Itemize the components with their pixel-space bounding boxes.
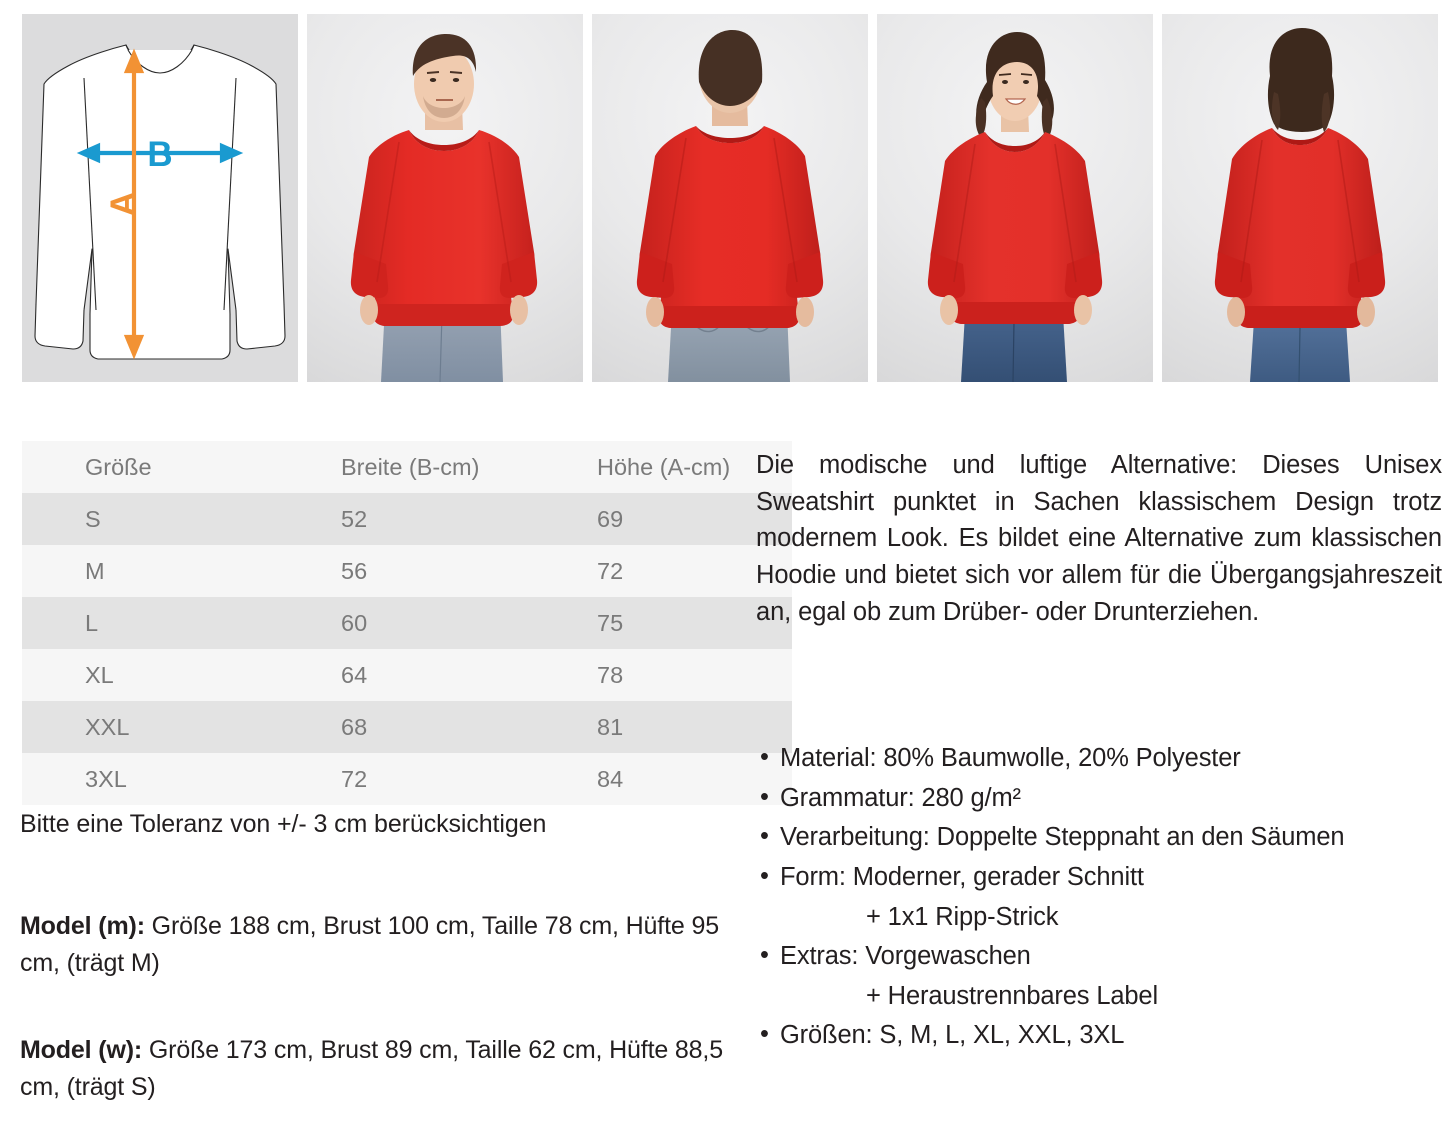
cell-size: XL xyxy=(85,661,114,688)
cell-height: 84 xyxy=(597,765,624,792)
spec-item-grammatur: • Grammatur: 280 g/m² xyxy=(756,782,1445,815)
model-female-label: Model (w): xyxy=(20,1036,143,1064)
table-row: XL 64 78 xyxy=(22,649,792,701)
height-label-a: A xyxy=(104,191,143,216)
cell-size: 3XL xyxy=(85,765,127,792)
sweatshirt-measure-drawing: B A xyxy=(34,44,286,360)
model-male-info: Model (m): Größe 188 cm, Brust 100 cm, T… xyxy=(20,908,735,981)
photo-female-back xyxy=(1162,14,1438,382)
bullet-icon: • xyxy=(760,782,769,811)
cell-height: 78 xyxy=(597,661,624,688)
spec-item-form-sub: + 1x1 Ripp-Strick xyxy=(756,901,1445,934)
spec-item-extras-sub: + Heraustrennbares Label xyxy=(756,980,1445,1013)
column-header-size: Größe xyxy=(85,453,152,480)
cell-width: 52 xyxy=(341,505,368,532)
measurement-diagram-panel: B A xyxy=(22,14,298,382)
cell-height: 81 xyxy=(597,713,624,740)
spec-item-form: • Form: Moderner, gerader Schnitt xyxy=(756,861,1445,894)
spec-text: + Heraustrennbares Label xyxy=(866,981,1158,1010)
photo-male-front xyxy=(307,14,583,382)
spec-item-extras: • Extras: Vorgewaschen xyxy=(756,940,1445,973)
product-spec-list: • Material: 80% Baumwolle, 20% Polyester… xyxy=(756,742,1445,1059)
spec-text: Größen: S, M, L, XL, XXL, 3XL xyxy=(780,1021,1125,1050)
column-header-height: Höhe (A-cm) xyxy=(597,453,731,480)
cell-height: 72 xyxy=(597,557,624,584)
model-figure-female-front xyxy=(877,14,1153,382)
table-row: XXL 68 81 xyxy=(22,701,792,753)
bullet-icon: • xyxy=(760,743,769,771)
photo-female-front xyxy=(877,14,1153,382)
bullet-icon: • xyxy=(760,941,769,970)
product-image-strip: B A xyxy=(22,14,1445,382)
spec-item-groessen: • Größen: S, M, L, XL, XXL, 3XL xyxy=(756,1019,1445,1052)
model-figure-male-front xyxy=(307,14,583,382)
cell-size: M xyxy=(85,557,105,584)
model-male-measurements: Größe 188 cm, Brust 100 cm, Taille 78 cm… xyxy=(20,912,719,977)
model-female-measurements: Größe 173 cm, Brust 89 cm, Taille 62 cm,… xyxy=(20,1036,723,1101)
cell-width: 72 xyxy=(341,765,368,792)
spec-text: Verarbeitung: Doppelte Steppnaht an den … xyxy=(780,823,1345,852)
bullet-icon: • xyxy=(760,822,769,851)
bullet-icon: • xyxy=(760,861,769,890)
height-arrow-a xyxy=(123,48,145,360)
spec-text: Form: Moderner, gerader Schnitt xyxy=(780,862,1144,891)
spec-item-verarbeitung: • Verarbeitung: Doppelte Steppnaht an de… xyxy=(756,821,1445,854)
cell-size: S xyxy=(85,505,101,532)
photo-male-back xyxy=(592,14,868,382)
cell-height: 69 xyxy=(597,505,624,532)
table-row: S 52 69 xyxy=(22,493,792,545)
model-male-label: Model (m): xyxy=(20,912,145,940)
cell-size: XXL xyxy=(85,713,130,740)
column-header-width: Breite (B-cm) xyxy=(341,453,480,480)
tolerance-note: Bitte eine Toleranz von +/- 3 cm berücks… xyxy=(20,810,547,838)
table-row: L 60 75 xyxy=(22,597,792,649)
spec-text: Grammatur: 280 g/m² xyxy=(780,783,1021,812)
cell-width: 60 xyxy=(341,609,368,636)
spec-text: Material: 80% Baumwolle, 20% Polyester xyxy=(780,744,1241,772)
table-body: S 52 69 M 56 72 L 60 75 XL 64 78 XXL 68 … xyxy=(22,493,792,805)
spec-text: + 1x1 Ripp-Strick xyxy=(866,902,1059,931)
model-figure-female-back xyxy=(1162,14,1438,382)
size-chart-table: Größe Breite (B-cm) Höhe (A-cm) S 52 69 … xyxy=(22,441,792,805)
cell-width: 64 xyxy=(341,661,368,688)
cell-height: 75 xyxy=(597,609,624,636)
width-label-b: B xyxy=(147,135,172,174)
spec-item-material: • Material: 80% Baumwolle, 20% Polyester xyxy=(756,742,1445,775)
product-description: Die modische und luftige Alternative: Di… xyxy=(756,451,1442,626)
width-arrow-b xyxy=(76,142,244,164)
table-row: M 56 72 xyxy=(22,545,792,597)
cell-size: L xyxy=(85,609,99,636)
model-figure-male-back xyxy=(592,14,868,382)
table-header-row: Größe Breite (B-cm) Höhe (A-cm) xyxy=(22,441,792,493)
table-row: 3XL 72 84 xyxy=(22,753,792,805)
model-female-info: Model (w): Größe 173 cm, Brust 89 cm, Ta… xyxy=(20,1032,735,1105)
spec-text: Extras: Vorgewaschen xyxy=(780,942,1031,971)
cell-width: 56 xyxy=(341,557,368,584)
cell-width: 68 xyxy=(341,713,368,740)
bullet-icon: • xyxy=(760,1020,769,1049)
